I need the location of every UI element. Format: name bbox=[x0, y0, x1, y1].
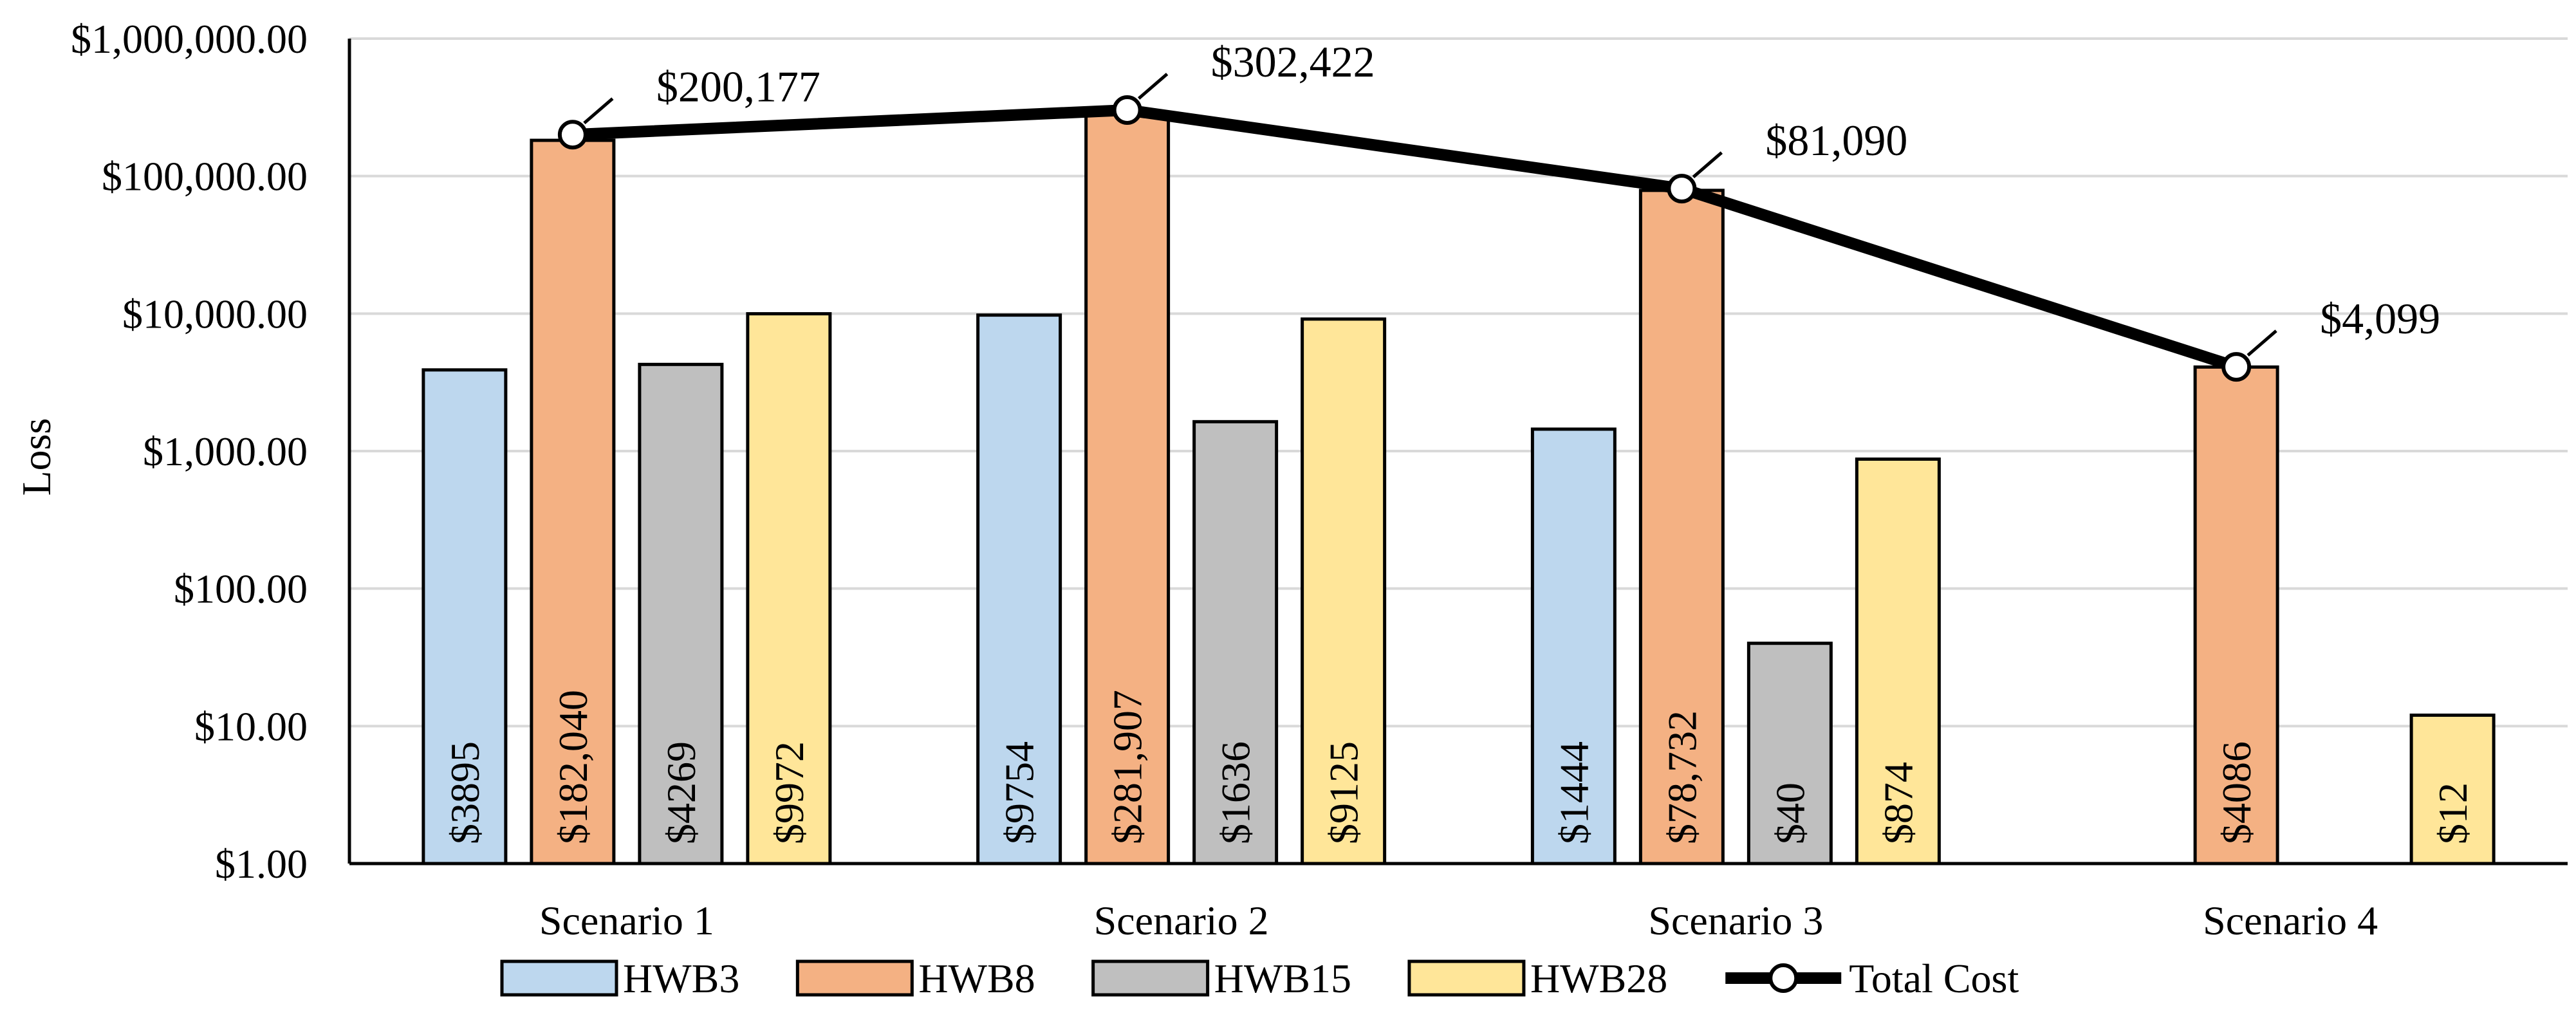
y-tick-label: $10.00 bbox=[194, 703, 308, 749]
total-cost-label: $4,099 bbox=[2320, 294, 2440, 343]
bar-hwb28 bbox=[746, 312, 832, 865]
bar-value-label: $4086 bbox=[2214, 741, 2259, 844]
bar-value-label: $1444 bbox=[1551, 741, 1597, 844]
y-tick-label: $100.00 bbox=[174, 566, 308, 612]
legend-swatch-hwb28 bbox=[1407, 959, 1526, 997]
total-cost-marker bbox=[1667, 174, 1697, 204]
bar-hwb28 bbox=[2409, 713, 2496, 865]
total-cost-leader bbox=[583, 97, 614, 125]
total-cost-polyline bbox=[572, 104, 2238, 373]
bar-hwb28 bbox=[1301, 317, 1387, 865]
bar-value-label: $3895 bbox=[442, 741, 488, 844]
bar-hwb8 bbox=[530, 138, 616, 865]
total-cost-label: $200,177 bbox=[656, 62, 820, 111]
x-tick-label: Scenario 4 bbox=[2203, 898, 2378, 943]
total-cost-label: $302,422 bbox=[1211, 37, 1375, 86]
x-tick-label: Scenario 1 bbox=[539, 898, 714, 943]
bar-hwb8 bbox=[1638, 189, 1725, 865]
total-cost-label: $81,090 bbox=[1765, 116, 1907, 165]
bars bbox=[422, 112, 2496, 865]
legend-swatch-hwb8 bbox=[795, 959, 914, 997]
bar-value-label: $874 bbox=[1875, 762, 1921, 844]
bar-value-label: $9125 bbox=[1321, 741, 1367, 844]
labels: $1.00 $10.00 $100.00 $1,000.00 $10,000.00 $10… bbox=[71, 16, 2476, 943]
total-cost-marker bbox=[1112, 95, 1142, 125]
bar-hwb28 bbox=[1855, 457, 1941, 865]
bar-value-label: $40 bbox=[1767, 782, 1813, 844]
y-tick-label: $1,000.00 bbox=[143, 429, 308, 474]
legend-label: HWB3 bbox=[623, 956, 739, 1001]
legend: HWB3 HWB8 HWB15 HWB28 Total Cost bbox=[500, 956, 2019, 1001]
total-cost-leader bbox=[2247, 329, 2277, 356]
axes bbox=[347, 39, 2568, 865]
bar-value-label: $182,040 bbox=[550, 690, 596, 844]
bar-hwb15 bbox=[638, 362, 724, 865]
bar-value-label: $12 bbox=[2430, 782, 2476, 844]
legend-swatch-hwb15 bbox=[1091, 959, 1210, 997]
bar-value-label: $9972 bbox=[766, 741, 812, 844]
y-tick-label: $10,000.00 bbox=[122, 291, 308, 337]
bar-value-label: $78,732 bbox=[1659, 710, 1705, 844]
legend-label: HWB15 bbox=[1214, 956, 1351, 1001]
y-tick-label: $100,000.00 bbox=[102, 154, 308, 199]
x-tick-label: Scenario 2 bbox=[1094, 898, 1269, 943]
total-cost-line bbox=[557, 73, 2277, 382]
bar-value-label: $4269 bbox=[658, 741, 704, 844]
bar-hwb15 bbox=[1192, 420, 1279, 865]
bar-value-label: $1636 bbox=[1213, 741, 1259, 844]
bar-hwb8 bbox=[2193, 365, 2279, 865]
bar-value-label: $9754 bbox=[997, 741, 1042, 844]
y-tick-label: $1,000,000.00 bbox=[71, 16, 308, 62]
legend-label: HWB8 bbox=[918, 956, 1035, 1001]
legend-marker-total-cost bbox=[1768, 963, 1799, 993]
total-cost-leader bbox=[1137, 73, 1169, 100]
total-cost-marker bbox=[557, 120, 588, 150]
legend-label: HWB28 bbox=[1530, 956, 1667, 1001]
bar-hwb3 bbox=[976, 313, 1062, 865]
y-axis-title: Loss bbox=[14, 418, 59, 496]
bar-value-label: $281,907 bbox=[1105, 690, 1151, 844]
total-cost-leader bbox=[1692, 151, 1723, 179]
legend-swatch-hwb3 bbox=[500, 959, 618, 997]
x-tick-label: Scenario 3 bbox=[1648, 898, 1823, 943]
y-tick-label: $1.00 bbox=[215, 841, 308, 887]
bar-hwb8 bbox=[1084, 112, 1171, 865]
total-cost-marker bbox=[2221, 352, 2252, 382]
legend-label: Total Cost bbox=[1849, 956, 2019, 1001]
